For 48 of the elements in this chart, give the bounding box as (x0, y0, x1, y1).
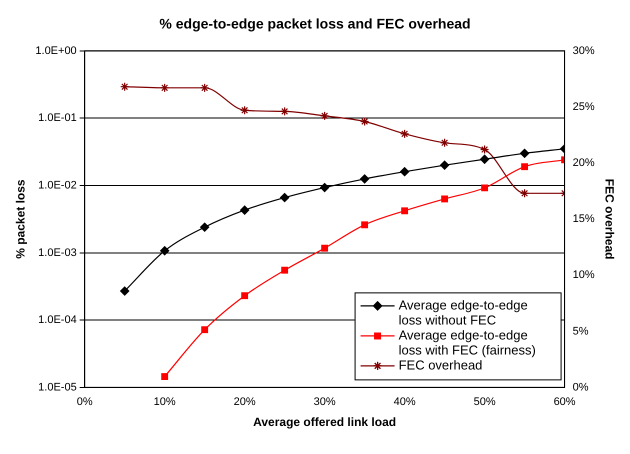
point (240, 206, 250, 215)
legend-label: FEC overhead (398, 357, 482, 372)
x-tick-label: 30% (314, 396, 336, 408)
y2-tick-label: 30% (572, 44, 595, 57)
point (200, 222, 210, 232)
point (520, 148, 530, 158)
y-axis-title: % packet loss (14, 179, 28, 259)
x-tick-label: 10% (154, 396, 176, 408)
point (481, 184, 488, 192)
point (401, 207, 408, 214)
point (440, 160, 450, 170)
x-tick-label: 40% (394, 396, 416, 408)
legend-label: Average edge-to-edge loss with FEC (fairness) (398, 327, 536, 358)
point (161, 373, 168, 380)
y-tick-label: 1.0E-05 (38, 381, 77, 394)
y2-tick-label: 15% (572, 213, 595, 226)
y-tick-label: 1.0E-04 (38, 314, 77, 326)
point (201, 326, 208, 334)
x-tick-label: 60% (554, 396, 576, 408)
point (480, 154, 490, 164)
point (400, 167, 410, 176)
x-tick-label: 50% (474, 396, 496, 408)
point (441, 196, 448, 202)
y-tick-label: 1.0E+00 (35, 44, 77, 57)
point (360, 174, 370, 184)
point (361, 221, 368, 228)
y-tick-label: 1.0E-03 (38, 246, 77, 259)
chart-title: % edge-to-edge packet loss and FEC overhead (159, 15, 471, 32)
y2-tick-label: 10% (572, 269, 595, 282)
point (321, 244, 328, 252)
y2-tick-label: 25% (572, 100, 595, 113)
point (281, 266, 288, 274)
y2-axis-title: FEC overhead (602, 178, 616, 260)
point (320, 182, 330, 192)
point (280, 192, 290, 202)
point (160, 246, 170, 256)
x-tick-label: 0% (76, 396, 93, 408)
point (521, 163, 528, 170)
y-tick-label: 1.0E-01 (38, 112, 77, 124)
x-axis-title: Average offered link load (253, 415, 396, 430)
y2-tick-label: 20% (572, 157, 595, 170)
x-tick-label: 20% (234, 396, 256, 408)
legend-label: Average edge-to-edge loss without FEC (398, 297, 528, 328)
point (120, 286, 130, 296)
y-tick-label: 1.0E-02 (38, 179, 77, 192)
y2-tick-label: 0% (572, 381, 589, 394)
y2-tick-label: 5% (572, 325, 589, 338)
point (241, 292, 248, 300)
